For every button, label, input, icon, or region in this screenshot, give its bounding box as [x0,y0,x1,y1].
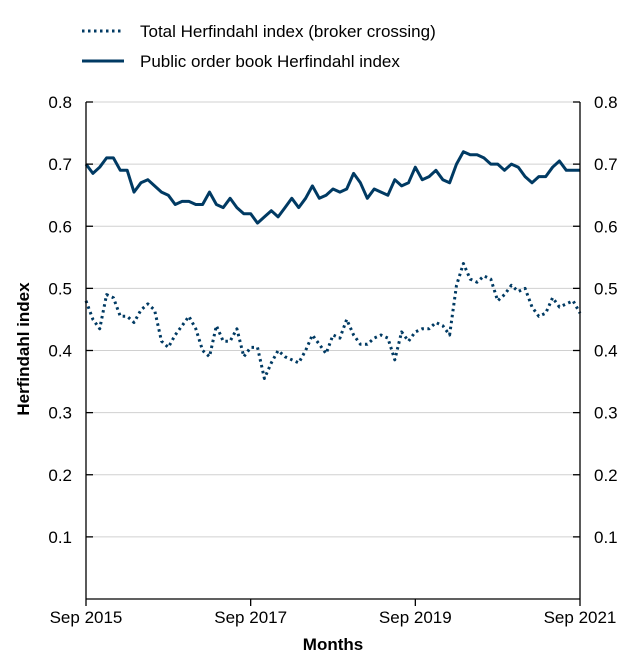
y-tick-label-right: 0.5 [594,279,618,298]
y-tick-label-right: 0.4 [594,342,618,361]
legend-label-public: Public order book Herfindahl index [140,52,400,71]
legend-label-total: Total Herfindahl index (broker crossing) [140,22,436,41]
y-tick-label-right: 0.1 [594,528,618,547]
x-tick-label: Sep 2019 [379,608,452,627]
y-tick-label-left: 0.8 [48,93,72,112]
series-line-total-broker-crossing [84,262,582,380]
y-tick-label-left: 0.3 [48,404,72,423]
y-tick-label-right: 0.2 [594,466,618,485]
x-axis-title: Months [303,635,363,654]
y-axis-title: Herfindahl index [14,282,33,416]
y-tick-label-left: 0.5 [48,279,72,298]
y-tick-label-left: 0.7 [48,155,72,174]
y-tick-label-right: 0.7 [594,155,618,174]
x-tick-label: Sep 2017 [214,608,287,627]
ticks: 0.1 0.1 0.2 0.2 0.3 0.3 0.4 0.4 0.5 0.5 0.6 0.6 0.7 0… [48,93,617,627]
series-line-public-order-book [84,150,580,225]
x-tick-label: Sep 2015 [50,608,123,627]
y-tick-label-left: 0.1 [48,528,72,547]
y-tick-label-right: 0.6 [594,217,618,236]
y-tick-label-left: 0.4 [48,342,72,361]
series-layer [84,150,582,380]
y-tick-label-right: 0.8 [594,93,618,112]
x-tick-label: Sep 2021 [544,608,617,627]
y-tick-label-left: 0.6 [48,217,72,236]
gridlines [86,101,580,538]
y-tick-label-right: 0.3 [594,404,618,423]
legend: Total Herfindahl index (broker crossing)… [82,22,436,71]
y-tick-label-left: 0.2 [48,466,72,485]
